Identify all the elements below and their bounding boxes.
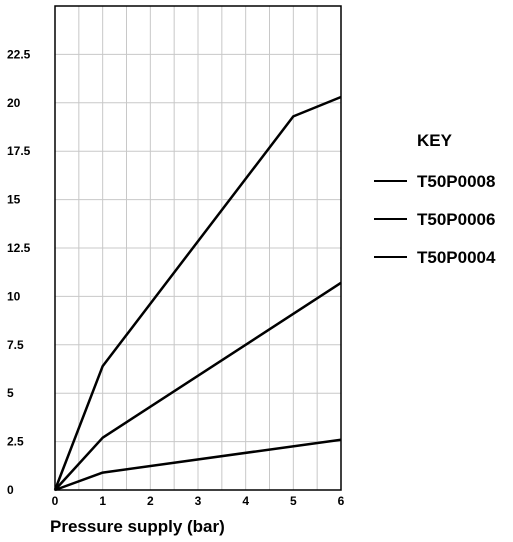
legend: KEY T50P0008 T50P0006 T50P0004 [374, 131, 496, 267]
x-tick-label: 0 [52, 494, 59, 508]
x-tick-label: 1 [99, 494, 106, 508]
legend-entry-t50p0008: T50P0008 [417, 172, 495, 191]
legend-entry-t50p0006: T50P0006 [417, 210, 495, 229]
series-line-t50p0008 [53, 95, 342, 491]
x-tick-label: 3 [195, 494, 202, 508]
y-tick-label: 12.5 [7, 241, 31, 255]
series-line-t50p0006 [54, 281, 342, 491]
axes [54, 5, 342, 491]
x-axis-label: Pressure supply (bar) [50, 517, 225, 536]
x-tick-label: 6 [338, 494, 345, 508]
plot-frame [54, 5, 342, 491]
grid [55, 6, 341, 490]
y-tick-label: 10 [7, 289, 21, 303]
y-tick-label: 15 [7, 193, 21, 207]
legend-title: KEY [417, 131, 453, 150]
y-tick-label: 17.5 [7, 144, 31, 158]
series-lines [53, 95, 342, 492]
x-tick-label: 4 [242, 494, 249, 508]
y-tick-label: 22.5 [7, 47, 31, 61]
x-tick-label: 2 [147, 494, 154, 508]
series-line-t50p0004 [54, 438, 342, 492]
y-tick-label: 2.5 [7, 435, 24, 449]
y-tick-label: 5 [7, 386, 14, 400]
x-tick-labels: 0 1 2 3 4 5 6 [52, 494, 345, 508]
y-tick-label: 0 [7, 483, 14, 497]
y-tick-label: 7.5 [7, 338, 24, 352]
x-tick-label: 5 [290, 494, 297, 508]
y-tick-labels: 0 2.5 5 7.5 10 12.5 15 17.5 20 22.5 [7, 47, 31, 497]
y-tick-label: 20 [7, 96, 21, 110]
legend-entry-t50p0004: T50P0004 [417, 248, 496, 267]
